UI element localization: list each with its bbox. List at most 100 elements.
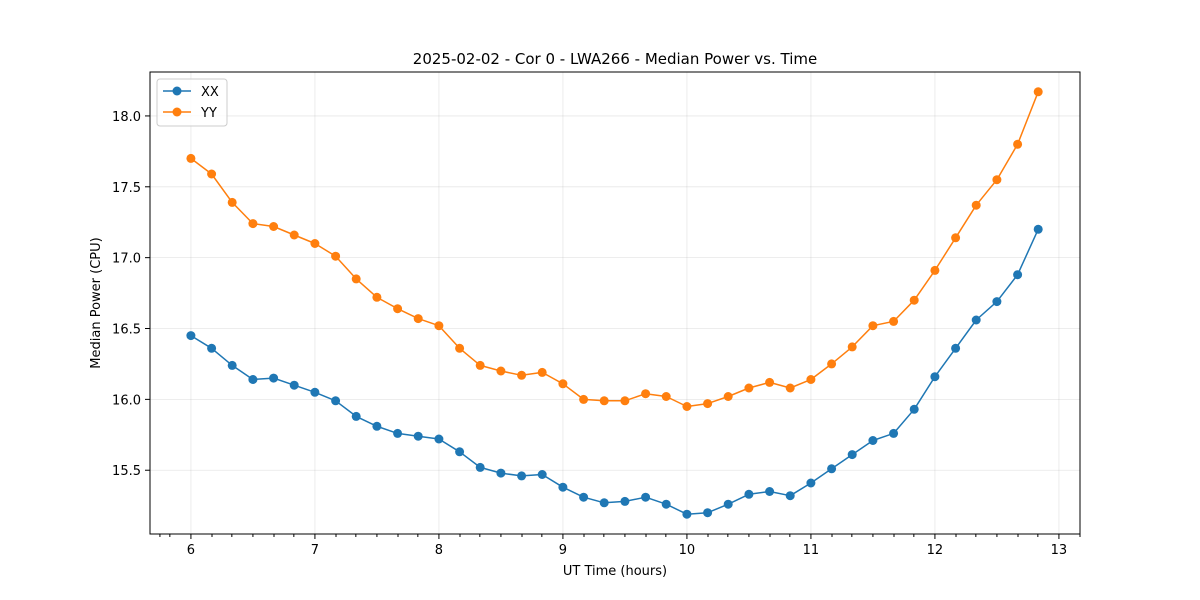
data-point-xx: [207, 343, 217, 353]
data-point-yy: [517, 370, 527, 380]
data-point-yy: [682, 402, 692, 411]
data-point-yy: [765, 377, 775, 387]
legend-marker-yy: [172, 107, 182, 117]
y-tick-label: 17.5: [112, 181, 141, 196]
data-point-xx: [434, 434, 444, 444]
x-tick-label: 11: [803, 543, 820, 558]
legend-marker-xx: [172, 86, 182, 96]
data-point-xx: [558, 482, 568, 492]
data-point-xx: [847, 450, 857, 460]
data-point-xx: [372, 421, 382, 431]
data-point-yy: [475, 360, 485, 370]
data-point-yy: [413, 314, 423, 324]
y-tick-label: 17.0: [112, 252, 141, 267]
data-point-yy: [951, 233, 961, 243]
data-point-yy: [641, 389, 651, 399]
x-tick-label: 10: [679, 543, 696, 558]
data-point-xx: [248, 375, 258, 384]
chart-title: 2025-02-02 - Cor 0 - LWA266 - Median Pow…: [413, 50, 817, 68]
data-point-xx: [765, 487, 775, 496]
data-point-xx: [971, 315, 981, 325]
y-tick-label: 16.5: [112, 323, 141, 338]
x-tick-label: 7: [311, 543, 319, 558]
data-point-xx: [682, 509, 692, 519]
data-point-yy: [703, 399, 713, 409]
data-point-yy: [1033, 87, 1043, 97]
data-point-xx: [992, 297, 1002, 307]
data-point-xx: [744, 489, 754, 499]
data-point-xx: [579, 492, 589, 502]
data-point-xx: [806, 478, 816, 488]
data-point-xx: [661, 499, 671, 509]
data-point-yy: [248, 219, 258, 229]
data-point-xx: [909, 404, 919, 414]
data-point-yy: [455, 343, 465, 353]
data-point-xx: [1033, 224, 1043, 234]
y-axis-label: Median Power (CPU): [89, 237, 104, 368]
legend-label-yy: YY: [200, 106, 217, 121]
data-point-xx: [930, 372, 940, 382]
legend-label-xx: XX: [201, 85, 219, 100]
data-point-xx: [827, 464, 837, 474]
data-point-yy: [992, 175, 1002, 185]
data-point-xx: [289, 380, 299, 390]
data-point-xx: [951, 343, 961, 353]
data-point-yy: [269, 222, 279, 231]
data-point-yy: [207, 169, 217, 179]
data-point-yy: [434, 321, 444, 331]
data-point-xx: [517, 471, 527, 481]
x-tick-label: 12: [927, 543, 944, 558]
data-point-xx: [620, 496, 630, 506]
data-point-yy: [971, 200, 981, 210]
data-point-yy: [744, 383, 754, 393]
data-point-xx: [475, 462, 485, 472]
data-point-xx: [455, 447, 465, 457]
x-axis-label: UT Time (hours): [563, 564, 667, 579]
series-yy: [186, 87, 1043, 411]
data-point-yy: [310, 239, 320, 248]
data-point-yy: [827, 359, 837, 369]
x-tick-label: 8: [435, 543, 443, 558]
data-point-xx: [393, 428, 403, 438]
data-point-yy: [620, 396, 630, 406]
data-point-yy: [723, 392, 733, 401]
data-point-yy: [537, 367, 547, 377]
x-tick-label: 13: [1051, 543, 1068, 558]
data-point-yy: [393, 304, 403, 314]
data-point-yy: [930, 265, 940, 275]
data-point-xx: [331, 396, 341, 406]
data-point-xx: [868, 436, 878, 445]
data-point-xx: [599, 498, 609, 508]
data-point-yy: [785, 383, 795, 393]
data-point-yy: [372, 292, 382, 302]
data-point-xx: [496, 468, 506, 478]
data-point-xx: [351, 411, 361, 421]
data-point-yy: [599, 396, 609, 406]
data-point-xx: [537, 470, 547, 479]
data-point-yy: [227, 197, 237, 207]
data-point-yy: [909, 295, 919, 305]
x-tick-label: 9: [559, 543, 567, 558]
data-point-xx: [413, 431, 423, 441]
data-point-yy: [889, 316, 899, 326]
y-tick-label: 15.5: [112, 464, 141, 479]
data-point-yy: [868, 321, 878, 331]
data-point-xx: [641, 492, 651, 502]
x-tick-label: 6: [187, 543, 195, 558]
data-point-yy: [351, 274, 361, 284]
data-point-xx: [227, 360, 237, 370]
series-xx: [186, 224, 1043, 519]
data-point-xx: [269, 373, 279, 383]
data-point-xx: [703, 508, 713, 518]
data-point-xx: [723, 499, 733, 509]
data-point-xx: [785, 491, 795, 501]
data-point-yy: [496, 366, 506, 376]
axis-ticks: 6 7 8 9 10 11 12 13 15.5 16.0 16.5 17.0 17.5 18.0: [112, 110, 1081, 558]
data-point-yy: [661, 392, 671, 401]
y-tick-label: 18.0: [112, 110, 141, 125]
data-point-xx: [1013, 270, 1023, 280]
data-point-yy: [289, 230, 299, 240]
data-point-yy: [331, 251, 341, 261]
y-tick-label: 16.0: [112, 393, 141, 408]
